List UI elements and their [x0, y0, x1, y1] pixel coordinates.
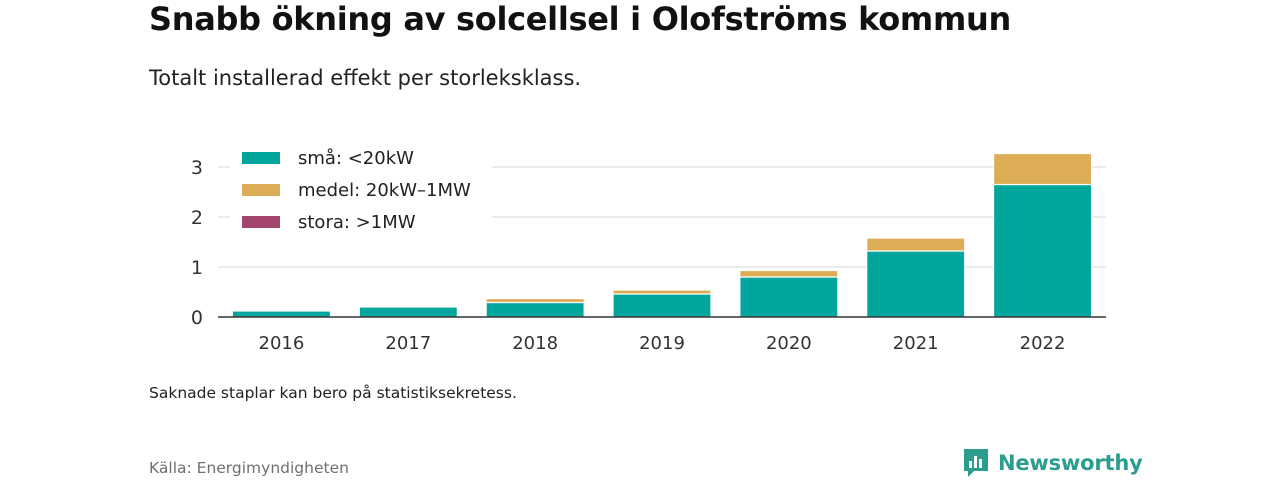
bar-segment-1 — [992, 152, 1093, 186]
bar-segment-0 — [485, 301, 585, 318]
legend-label-1: medel: 20kW–1MW — [298, 180, 471, 201]
legend-label-0: små: <20kW — [298, 148, 414, 169]
x-tick-label: 2021 — [893, 333, 939, 354]
footnote: Saknade staplar kan bero på statistiksek… — [149, 384, 517, 402]
bar-segment-0 — [739, 276, 839, 318]
y-tick-label: 3 — [191, 157, 203, 179]
x-tick-label: 2018 — [512, 333, 558, 354]
x-tick-label: 2016 — [259, 333, 305, 354]
newsworthy-logo-icon — [964, 449, 988, 477]
legend-label-2: stora: >1MW — [298, 212, 416, 233]
bars — [231, 152, 1093, 318]
bar-segment-0 — [866, 250, 966, 318]
x-tick-label: 2019 — [639, 333, 685, 354]
brand-logo: Newsworthy — [962, 447, 1143, 479]
bar-segment-0 — [231, 310, 332, 318]
chart-subtitle: Totalt installerad effekt per storlekskl… — [149, 66, 582, 90]
x-axis-ticks: 2016 2017 2018 2019 2020 2021 2022 — [259, 333, 1066, 354]
bar-segment-1 — [866, 237, 966, 252]
bar-segment-0 — [992, 183, 1093, 318]
x-tick-label: 2022 — [1020, 333, 1066, 354]
y-tick-label: 1 — [191, 257, 203, 279]
chart-title: Snabb ökning av solcellsel i Olofströms … — [149, 0, 1011, 38]
bar-segment-0 — [612, 293, 712, 318]
bar-segment-1 — [485, 297, 585, 304]
legend-swatch-1 — [242, 184, 280, 196]
bar-segment-1 — [612, 289, 712, 295]
legend: små: <20kW medel: 20kW–1MW stora: >1MW — [230, 140, 492, 240]
source-label: Källa: Energimyndigheten — [149, 459, 349, 477]
y-tick-label: 0 — [191, 307, 203, 329]
bar-segment-0 — [358, 306, 458, 318]
y-axis-ticks: 0 1 2 3 — [191, 157, 203, 329]
brand-name: Newsworthy — [998, 451, 1143, 475]
legend-swatch-0 — [242, 152, 280, 164]
legend-swatch-2 — [242, 216, 280, 228]
bar-segment-1 — [739, 269, 839, 278]
x-tick-label: 2017 — [385, 333, 431, 354]
y-tick-label: 2 — [191, 207, 203, 229]
x-tick-label: 2020 — [766, 333, 812, 354]
